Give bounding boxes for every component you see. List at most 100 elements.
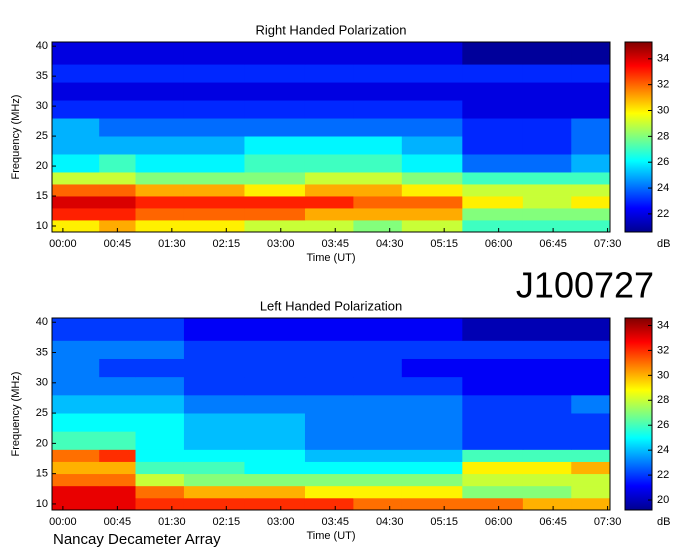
colorbar-tick-label: 24 — [657, 444, 669, 456]
heatmap-cell — [52, 172, 100, 185]
x-tick-label: 00:45 — [104, 238, 132, 250]
heatmap-cell — [522, 431, 572, 450]
x-tick-label: 05:15 — [430, 238, 458, 250]
heatmap-cell — [462, 100, 524, 119]
heatmap-cell — [304, 376, 354, 396]
x-tick-label: 04:30 — [376, 238, 404, 250]
heatmap-cell — [462, 473, 524, 487]
heatmap-cell — [401, 473, 463, 487]
heatmap-cell — [462, 220, 524, 233]
heatmap-cell — [401, 497, 463, 511]
heatmap-cell — [304, 413, 354, 432]
heatmap-cell — [183, 220, 245, 233]
heatmap-cell — [522, 82, 572, 101]
heatmap-cell — [244, 318, 306, 341]
heatmap-cell — [99, 136, 136, 155]
y-tick-label: 15 — [36, 190, 48, 202]
heatmap-cell — [522, 318, 572, 341]
heatmap-cell — [571, 220, 611, 233]
heatmap-cell — [401, 394, 463, 414]
heatmap-cell — [353, 42, 403, 65]
heatmap-cell — [522, 100, 572, 119]
heatmap-cell — [135, 172, 185, 185]
heatmap-cell — [99, 497, 136, 511]
heatmap-cell — [522, 196, 572, 209]
heatmap-cell — [304, 473, 354, 487]
heatmap-cell — [401, 220, 463, 233]
heatmap-cell — [304, 136, 354, 155]
heatmap-cell — [183, 82, 245, 101]
heatmap-cell — [304, 118, 354, 137]
heatmap-cell — [571, 497, 611, 511]
heatmap-cell — [183, 340, 245, 359]
heatmap-cell — [304, 220, 354, 233]
heatmap-cell — [353, 449, 403, 462]
heatmap-cell — [244, 394, 306, 414]
heatmap-cell — [244, 64, 306, 83]
heatmap-cell — [462, 340, 524, 359]
colorbar-tick-label: 24 — [657, 182, 669, 194]
x-tick-label: 05:15 — [430, 516, 458, 528]
heatmap-cell — [571, 431, 611, 450]
heatmap-cell — [99, 154, 136, 173]
heatmap-cell — [304, 208, 354, 221]
x-axis-label: Time (UT) — [306, 252, 355, 264]
heatmap-cell — [99, 461, 136, 475]
x-tick-label: 06:00 — [485, 238, 513, 250]
heatmap-cell — [304, 497, 354, 511]
heatmap-cell — [353, 394, 403, 414]
heatmap-cell — [462, 136, 524, 155]
y-tick-label: 30 — [36, 377, 48, 389]
heatmap-cell — [183, 100, 245, 119]
heatmap-cell — [304, 461, 354, 475]
x-tick-label: 00:00 — [49, 238, 77, 250]
heatmap-cell — [52, 497, 100, 511]
heatmap-cell — [353, 473, 403, 487]
x-axis-label: Time (UT) — [306, 530, 355, 542]
heatmap-cell — [304, 42, 354, 65]
heatmap-cell — [183, 42, 245, 65]
heatmap-cell — [462, 497, 524, 511]
heatmap-cell — [135, 376, 185, 396]
heatmap-cell — [135, 100, 185, 119]
heatmap-cell — [52, 485, 100, 499]
heatmap-cell — [135, 82, 185, 101]
heatmap-cell — [99, 208, 136, 221]
heatmap-cell — [135, 42, 185, 65]
heatmap-cell — [135, 497, 185, 511]
heatmap-cell — [353, 220, 403, 233]
heatmap-cell — [571, 318, 611, 341]
heatmap-cell — [52, 100, 100, 119]
heatmap-cell — [571, 449, 611, 462]
heatmap-cell — [244, 208, 306, 221]
heatmap-cell — [244, 118, 306, 137]
heatmap-cell — [462, 318, 524, 341]
heatmap-cell — [401, 64, 463, 83]
heatmap-cell — [522, 184, 572, 197]
heatmap-cell — [571, 358, 611, 378]
y-tick-label: 20 — [36, 160, 48, 172]
heatmap-cell — [244, 461, 306, 475]
y-axis-label: Frequency (MHz) — [10, 372, 22, 457]
heatmap-cell — [244, 172, 306, 185]
x-tick-label: 03:45 — [321, 516, 349, 528]
heatmap-cell — [462, 449, 524, 462]
heatmap-cell — [462, 154, 524, 173]
heatmap-cell — [353, 136, 403, 155]
heatmap-cell — [52, 118, 100, 137]
x-tick-label: 06:45 — [539, 238, 567, 250]
y-tick-label: 25 — [36, 407, 48, 419]
heatmap-cell — [304, 449, 354, 462]
heatmap-cell — [52, 318, 100, 341]
colorbar-tick-label: 22 — [657, 208, 669, 220]
heatmap-cell — [52, 394, 100, 414]
heatmap-cell — [304, 100, 354, 119]
heatmap-cell — [462, 394, 524, 414]
heatmap-cell — [52, 208, 100, 221]
heatmap-cell — [462, 413, 524, 432]
heatmap-cell — [52, 136, 100, 155]
y-tick-label: 30 — [36, 100, 48, 112]
heatmap-cell — [52, 473, 100, 487]
heatmap-cell — [401, 431, 463, 450]
heatmap-cell — [183, 431, 245, 450]
